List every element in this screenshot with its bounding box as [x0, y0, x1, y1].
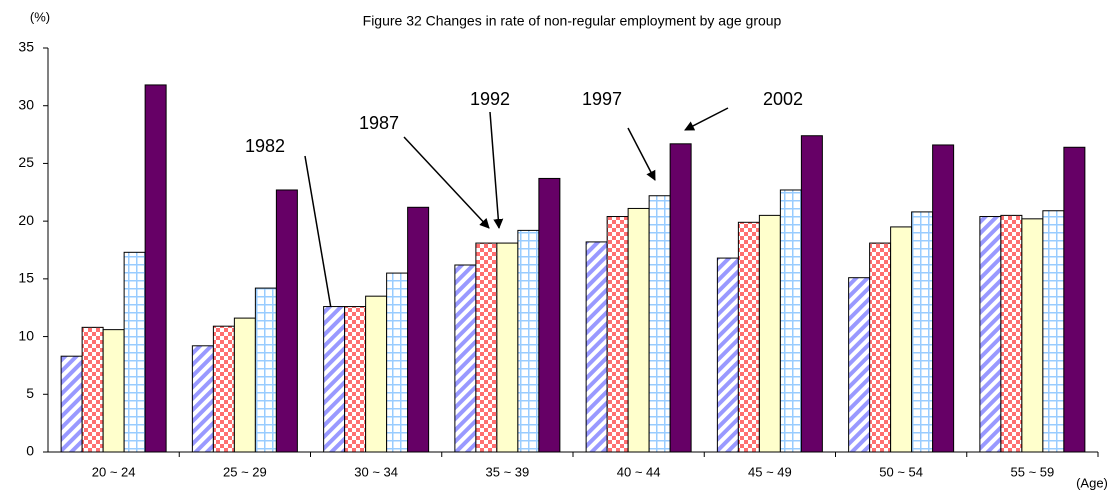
- bar: [365, 295, 388, 453]
- bar: [233, 317, 256, 453]
- y-tick-label: 30: [18, 96, 34, 112]
- series-annotation: 1987: [359, 113, 399, 133]
- y-tick-label: 10: [18, 327, 34, 343]
- bar: [1021, 218, 1044, 453]
- bar: [779, 189, 802, 453]
- bar: [737, 221, 760, 453]
- bar: [1042, 210, 1065, 453]
- series-annotation: 1992: [470, 89, 510, 109]
- x-axis-label: (Age): [1076, 475, 1108, 490]
- bar: [1063, 146, 1086, 453]
- y-tick-label: 0: [26, 443, 34, 459]
- x-tick-label: 55 ~ 59: [1011, 464, 1055, 479]
- bar: [800, 135, 823, 453]
- bar: [648, 195, 671, 453]
- bar: [123, 251, 146, 453]
- bar: [932, 144, 955, 453]
- x-tick-label: 50 ~ 54: [879, 464, 923, 479]
- bar: [890, 226, 913, 453]
- bar: [496, 242, 519, 453]
- bar: [538, 177, 561, 453]
- bar: [585, 241, 608, 453]
- bar: [869, 242, 892, 453]
- bar: [323, 306, 346, 453]
- bar: [454, 264, 477, 453]
- bar: [275, 189, 298, 453]
- bar: [758, 214, 781, 453]
- x-tick-label: 45 ~ 49: [748, 464, 792, 479]
- y-tick-label: 25: [18, 154, 34, 170]
- bar: [911, 211, 934, 453]
- series-annotation: 1982: [245, 136, 285, 156]
- y-axis-label: (%): [30, 9, 50, 24]
- y-tick-label: 15: [18, 270, 34, 286]
- x-tick-label: 40 ~ 44: [617, 464, 661, 479]
- series-annotation: 1997: [582, 89, 622, 109]
- series-annotation: 2002: [763, 89, 803, 109]
- x-tick-label: 30 ~ 34: [354, 464, 398, 479]
- bar: [517, 229, 540, 453]
- bar: [848, 277, 871, 453]
- bar: [102, 329, 125, 453]
- bar: [407, 206, 430, 453]
- arrows: [304, 107, 729, 327]
- bar: [475, 242, 498, 453]
- x-tick-label: 35 ~ 39: [486, 464, 530, 479]
- bar: [627, 207, 650, 453]
- chart-title: Figure 32 Changes in rate of non-regular…: [363, 13, 782, 29]
- bar: [254, 287, 277, 453]
- y-tick-label: 20: [18, 212, 34, 228]
- bar: [1000, 214, 1023, 453]
- bar: [81, 326, 104, 453]
- bar: [606, 216, 629, 453]
- bar: [144, 84, 167, 453]
- bar: [212, 325, 235, 453]
- bar: [386, 272, 409, 453]
- y-tick-label: 5: [26, 385, 34, 401]
- y-tick-label: 35: [18, 39, 34, 55]
- x-tick-label: 25 ~ 29: [223, 464, 267, 479]
- x-tick-label: 20 ~ 24: [92, 464, 136, 479]
- bar: [716, 257, 739, 453]
- bar: [60, 355, 83, 453]
- bar: [191, 345, 214, 453]
- bar: [979, 216, 1002, 453]
- bar: [344, 306, 367, 453]
- bar: [669, 143, 692, 453]
